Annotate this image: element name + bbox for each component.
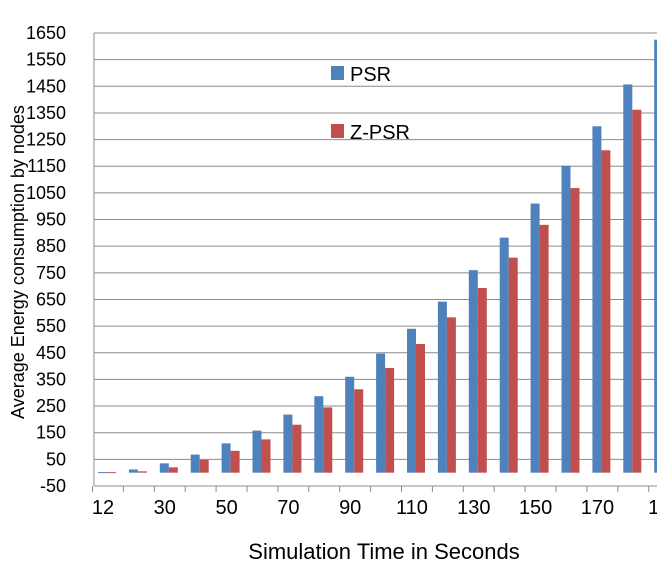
bar-z-psr <box>477 288 487 473</box>
legend: PSR Z-PSR <box>331 64 410 144</box>
x-tick-label: 150 <box>519 497 552 519</box>
bar-psr <box>437 301 447 473</box>
x-axis-label: Simulation Time in Seconds <box>248 539 519 562</box>
bar-psr <box>530 203 540 473</box>
bar-z-psr <box>137 471 147 473</box>
bar-z-psr <box>632 109 642 473</box>
bar-psr <box>190 454 200 473</box>
x-tick-label: 110 <box>396 497 428 519</box>
bar-psr <box>654 39 657 473</box>
x-tick-label: 30 <box>154 497 176 519</box>
x-tick-label: 130 <box>457 497 490 519</box>
y-tick-label: 1550 <box>26 50 66 70</box>
x-tick-label: 170 <box>581 497 614 519</box>
bar-psr <box>252 430 262 473</box>
x-tick-label: 50 <box>215 497 237 519</box>
bar-z-psr <box>230 450 240 473</box>
y-tick-label: 450 <box>36 343 66 363</box>
bar-z-psr <box>292 424 302 473</box>
bar-psr <box>314 396 324 473</box>
bar-z-psr <box>416 343 425 473</box>
y-tick-label: 1150 <box>27 156 66 176</box>
y-axis-label: Average Energy consumption by nodes <box>8 105 28 419</box>
axes <box>92 33 657 492</box>
bar-psr <box>345 376 355 473</box>
bar-psr <box>468 270 478 473</box>
grid-lines <box>94 32 657 460</box>
y-tick-label: 350 <box>36 369 66 389</box>
bar-psr <box>221 443 231 473</box>
x-tick-label: 12 <box>92 497 114 519</box>
bar-psr <box>98 472 107 474</box>
bar-z-psr <box>601 150 611 473</box>
y-tick-label: 250 <box>36 396 66 416</box>
bar-z-psr <box>354 389 364 473</box>
bar-psr <box>561 165 571 473</box>
bar-z-psr <box>107 472 116 474</box>
bar-psr <box>592 126 602 473</box>
bar-z-psr <box>446 317 456 473</box>
legend-swatch <box>331 124 344 138</box>
y-tick-label: 1350 <box>26 103 66 123</box>
bar-psr <box>159 463 169 473</box>
y-tick-label: 650 <box>36 289 66 309</box>
bar-psr <box>376 353 386 473</box>
tick-labels: -50 50 150 250 350 450 550 650 750 850 950 1050 1150… <box>26 23 657 519</box>
bar-z-psr <box>261 439 271 473</box>
bars <box>98 39 657 474</box>
y-tick-label: 1250 <box>26 130 66 150</box>
bar-psr <box>623 84 633 473</box>
bar-psr <box>128 469 138 473</box>
x-tick-label: 70 <box>277 497 299 519</box>
legend-label: PSR <box>350 64 391 86</box>
bar-psr <box>499 237 509 473</box>
bar-z-psr <box>508 257 518 473</box>
bar-z-psr <box>199 459 209 473</box>
bar-psr <box>407 328 416 473</box>
bar-z-psr <box>570 188 580 473</box>
y-tick-label: 1050 <box>26 183 66 203</box>
legend-swatch <box>331 66 344 80</box>
y-tick-label: 1450 <box>26 76 66 96</box>
y-tick-label: 750 <box>36 263 66 283</box>
legend-label: Z-PSR <box>350 122 410 144</box>
y-tick-label: -50 <box>40 476 66 496</box>
y-tick-label: 150 <box>36 423 66 443</box>
y-tick-label: 850 <box>36 236 66 256</box>
bar-z-psr <box>539 224 549 473</box>
y-tick-label: 550 <box>36 316 66 336</box>
bar-z-psr <box>168 467 178 473</box>
x-tick-label: 90 <box>339 497 361 519</box>
x-tick-label: 19 <box>648 497 657 519</box>
y-tick-label: 50 <box>46 449 66 469</box>
bar-z-psr <box>323 407 333 473</box>
bar-z-psr <box>385 367 395 473</box>
y-tick-label: 950 <box>36 210 66 230</box>
y-tick-label: 1650 <box>26 23 66 43</box>
bar-psr <box>283 414 293 473</box>
